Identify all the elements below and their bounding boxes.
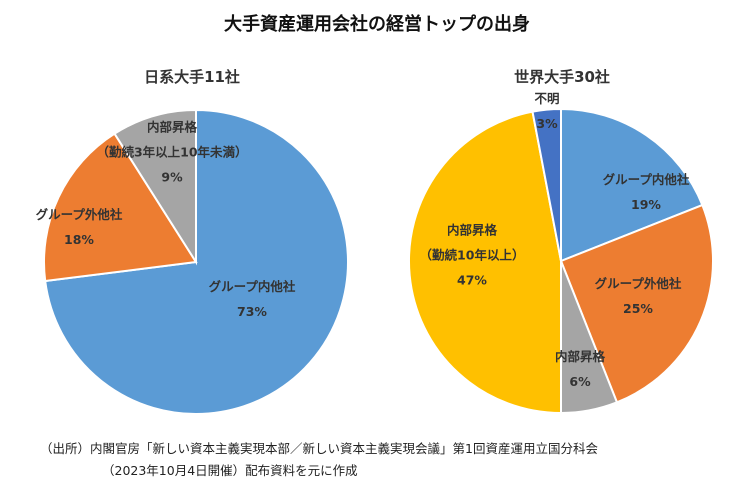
slice-percent-label: 47%	[457, 273, 487, 288]
source-note: （出所）内閣官房「新しい資本主義実現本部／新しい資本主義実現会議」第1回資産運用…	[40, 438, 598, 482]
slice-label: グループ外他社	[595, 276, 682, 291]
source-line-2: （2023年10月4日開催）配布資料を元に作成	[102, 463, 358, 478]
slice-percent-label: 9%	[161, 170, 183, 185]
pie-slice	[560, 107, 704, 263]
pie-slice	[559, 203, 714, 404]
slice-percent-label: 18%	[64, 232, 94, 247]
pie-slice	[408, 110, 562, 415]
slice-label: 内部昇格	[147, 120, 198, 135]
slice-percent-label: 19%	[631, 197, 661, 212]
right-pie: グループ内他社 19% グループ外他社 25% 内部昇格 6% 内部昇格 （勤続10年以上） 4…	[408, 91, 714, 415]
slice-percent-label: 25%	[623, 301, 653, 316]
slice-label: グループ内他社	[603, 172, 690, 187]
slice-label: 内部昇格	[447, 223, 498, 238]
pie-slice	[113, 108, 197, 266]
slice-percent-label: 6%	[569, 374, 591, 389]
slice-percent-label: 3%	[536, 116, 558, 131]
right-chart-title: 世界大手30社	[514, 68, 610, 86]
pie-slice	[531, 107, 562, 262]
slice-label: （勤続10年以上）	[420, 248, 525, 263]
left-pie: グループ内他社 73% グループ外他社 18% 内部昇格 （勤続3年以上10年未満） 9%	[36, 108, 349, 415]
slice-percent-label: 73%	[237, 304, 267, 319]
slice-label: 不明	[534, 91, 559, 106]
slice-label: グループ内他社	[209, 279, 296, 294]
slice-label: 内部昇格	[555, 349, 606, 364]
source-line-1: （出所）内閣官房「新しい資本主義実現本部／新しい資本主義実現会議」第1回資産運用…	[40, 441, 598, 456]
slice-label: グループ外他社	[36, 207, 123, 222]
chart-title: 大手資産運用会社の経営トップの出身	[224, 14, 530, 35]
slice-label: （勤続3年以上10年未満）	[96, 145, 247, 160]
pie-slice	[43, 132, 198, 283]
left-chart-title: 日系大手11社	[144, 68, 240, 86]
